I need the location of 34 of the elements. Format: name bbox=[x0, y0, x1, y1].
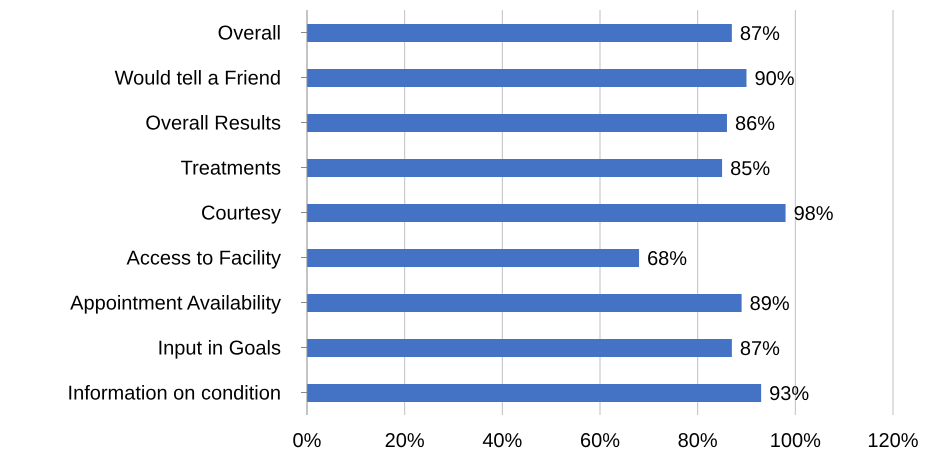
x-tick-label: 60% bbox=[580, 430, 620, 452]
x-tick-label: 0% bbox=[292, 430, 322, 452]
y-tick-label: Overall Results bbox=[145, 112, 281, 135]
data-label: 87% bbox=[740, 338, 780, 360]
y-tick-label: Appointment Availability bbox=[70, 292, 281, 315]
bar bbox=[307, 204, 786, 222]
x-tick-label: 80% bbox=[678, 430, 718, 452]
data-label: 98% bbox=[794, 203, 834, 226]
x-tick-label: 100% bbox=[770, 430, 822, 452]
y-tick-label: Courtesy bbox=[200, 202, 281, 225]
bar bbox=[307, 24, 732, 42]
bar bbox=[307, 384, 762, 402]
data-label: 85% bbox=[730, 158, 770, 180]
x-tick-label: 120% bbox=[867, 430, 919, 452]
data-label: 93% bbox=[769, 383, 810, 406]
y-tick-label: Access to Facility bbox=[126, 248, 281, 270]
bar bbox=[307, 339, 732, 357]
y-tick-label: Would tell a Friend bbox=[114, 68, 281, 90]
bar bbox=[307, 69, 746, 87]
bar bbox=[307, 249, 640, 267]
data-label: 87% bbox=[740, 23, 780, 46]
bar bbox=[307, 159, 722, 177]
data-label: 89% bbox=[750, 293, 790, 316]
y-tick-label: Information on condition bbox=[68, 382, 281, 405]
data-label: 68% bbox=[647, 248, 688, 270]
data-label: 86% bbox=[734, 113, 776, 136]
bar bbox=[307, 294, 742, 312]
y-tick-label: Input in Goals bbox=[158, 338, 281, 360]
y-tick-label: Treatments bbox=[180, 158, 281, 180]
data-label: 90% bbox=[754, 68, 795, 90]
x-tick-label: 20% bbox=[384, 430, 425, 452]
y-tick-label: Overall bbox=[218, 22, 281, 45]
bar bbox=[307, 114, 727, 132]
x-tick-label: 40% bbox=[482, 430, 523, 452]
